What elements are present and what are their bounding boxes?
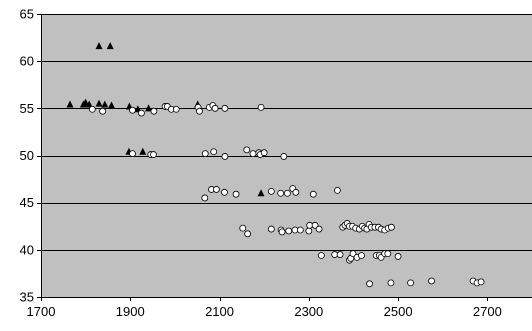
y-tick-label: 45: [20, 195, 34, 210]
circle-point: [387, 223, 395, 231]
triangle-point: [95, 99, 103, 107]
circle-point: [407, 279, 414, 287]
data-points: [66, 42, 485, 288]
circle-point: [257, 103, 265, 111]
circle-point: [150, 107, 158, 115]
circle-point: [428, 277, 435, 285]
circle-point: [296, 226, 304, 234]
circle-point: [336, 251, 344, 258]
circle-point: [172, 105, 180, 113]
circle-point: [244, 230, 252, 238]
circle-point: [280, 153, 288, 160]
circle-point: [201, 194, 209, 202]
x-tick-label: 2300: [294, 304, 323, 319]
triangle-point: [108, 101, 116, 109]
circle-point: [129, 150, 136, 158]
circle-point: [232, 190, 240, 198]
circle-point: [283, 189, 291, 197]
x-tick-label: 2700: [473, 304, 502, 319]
axes: [37, 14, 532, 301]
circle-point: [99, 107, 106, 115]
circle-point: [394, 253, 402, 260]
circle-point: [196, 107, 203, 115]
circle-point: [305, 227, 313, 235]
circle-point: [201, 150, 209, 158]
y-tick-label: 50: [20, 148, 34, 163]
triangle-point: [257, 189, 265, 197]
y-tick-label: 35: [20, 290, 34, 305]
circle-point: [239, 224, 247, 232]
circle-point: [249, 150, 257, 158]
triangle-point: [95, 42, 103, 50]
circle-point: [211, 104, 219, 112]
circle-point: [309, 190, 317, 198]
triangle-point: [82, 98, 90, 106]
circle-point: [267, 187, 275, 195]
circle-point: [384, 250, 392, 258]
x-tick-label: 2500: [384, 304, 413, 319]
circle-point: [278, 228, 286, 236]
x-tick-label: 2100: [205, 304, 234, 319]
circle-point: [150, 151, 157, 158]
triangle-point: [145, 104, 153, 112]
triangle-point: [85, 100, 93, 108]
circle-point: [260, 149, 268, 157]
x-tick-label: 1900: [116, 304, 145, 319]
circle-point: [477, 278, 485, 286]
circle-point: [213, 186, 220, 193]
x-tick-labels: 1700 1900 2100 2300 2500 2700: [27, 304, 502, 319]
triangle-point: [106, 42, 114, 50]
circle-point: [315, 225, 323, 233]
circle-point: [243, 146, 251, 154]
triangle-point: [101, 100, 109, 108]
circle-point: [210, 148, 218, 156]
y-tick-label: 60: [20, 54, 34, 69]
circle-point: [221, 104, 229, 112]
y-tick-label: 65: [20, 7, 34, 22]
triangle-point: [139, 147, 147, 155]
circle-point: [358, 252, 365, 259]
triangle-point: [66, 100, 74, 108]
circle-point: [333, 187, 341, 194]
circle-point: [285, 227, 293, 235]
circle-point: [387, 279, 395, 287]
x-tick-label: 1700: [27, 304, 56, 319]
y-tick-labels: 35 40 45 50 55 60 65: [20, 7, 34, 305]
circle-point: [129, 106, 136, 114]
circle-point: [138, 109, 145, 117]
circle-point: [317, 252, 325, 259]
y-tick-label: 40: [20, 242, 34, 257]
circle-point: [88, 105, 96, 113]
circle-point: [267, 225, 275, 233]
circle-point: [221, 188, 228, 196]
circle-point: [366, 280, 373, 288]
circle-point: [277, 189, 285, 197]
y-tick-label: 55: [20, 101, 34, 116]
circle-point: [292, 188, 300, 196]
circle-point: [221, 153, 229, 160]
